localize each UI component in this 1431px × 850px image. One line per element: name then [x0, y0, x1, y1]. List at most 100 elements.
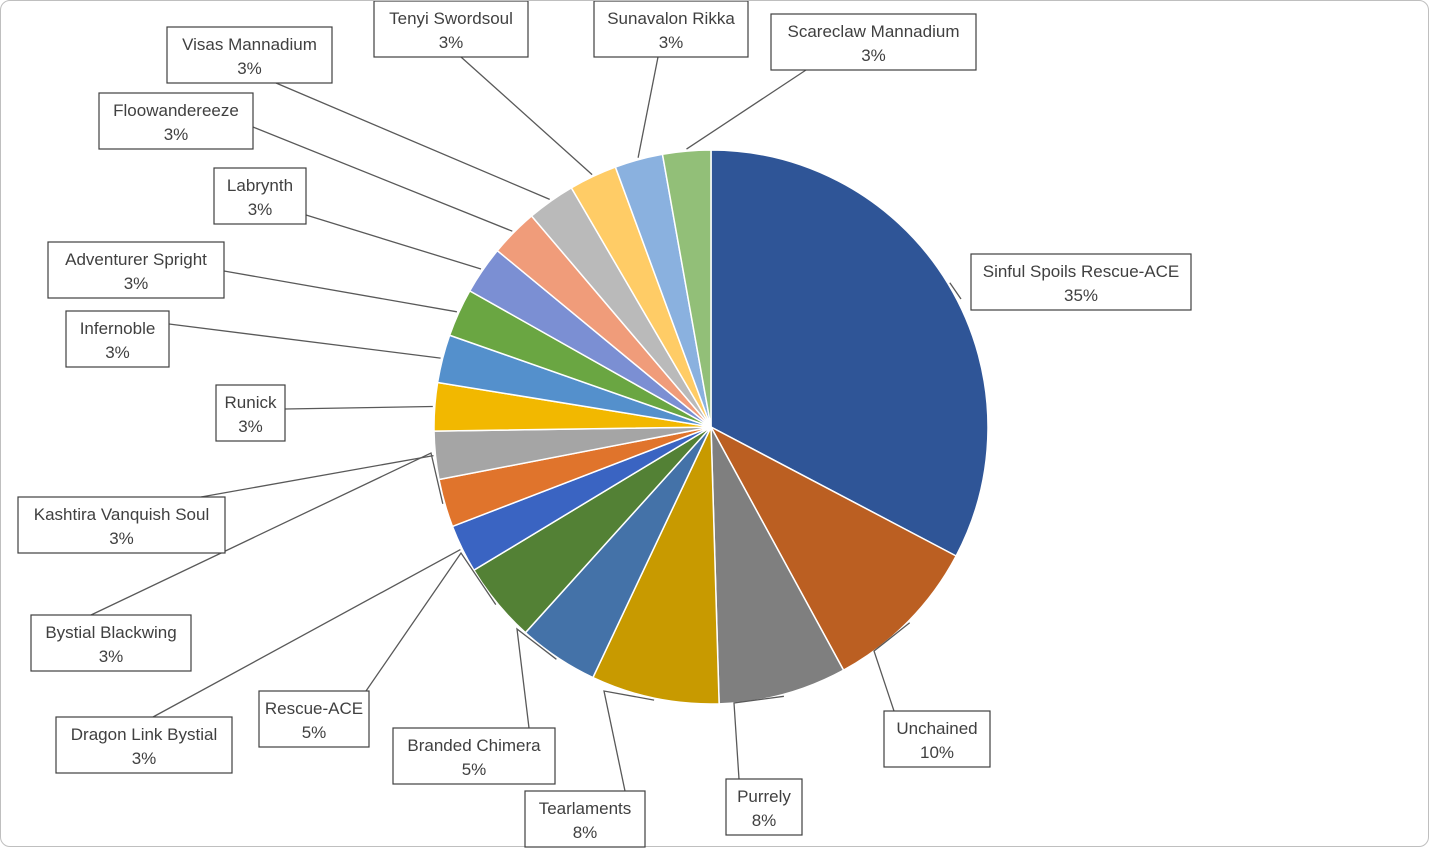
data-label-box [970, 253, 1192, 311]
leader-line [733, 695, 784, 780]
leader-line [200, 454, 434, 498]
data-label-box [883, 710, 991, 768]
data-label: Dragon Link Bystial 3% [55, 716, 233, 774]
leader-line [686, 69, 807, 150]
leader-line [223, 270, 458, 313]
data-label-value: 10% [920, 743, 954, 762]
data-label: Infernoble 3% [65, 310, 170, 368]
leader-line [637, 56, 659, 158]
data-label-name: Unchained [896, 719, 977, 738]
data-label: Purrely 8% [725, 778, 803, 836]
data-label-value: 5% [302, 723, 327, 742]
data-label-name: Scareclaw Mannadium [788, 22, 960, 41]
data-label-name: Labrynth [227, 176, 293, 195]
data-label-box [166, 26, 333, 84]
leader-line [516, 627, 557, 729]
data-label-box [593, 1, 749, 58]
leader-line [168, 323, 441, 359]
data-label-name: Infernoble [80, 319, 156, 338]
data-label-box [215, 384, 286, 442]
data-label: Runick 3% [215, 384, 286, 442]
data-label-value: 3% [124, 274, 149, 293]
data-label-name: Sunavalon Rikka [607, 9, 735, 28]
leader-line [90, 452, 444, 616]
data-label: Bystial Blackwing 3% [30, 614, 192, 672]
leader-line [603, 690, 655, 792]
data-label: Branded Chimera 5% [392, 727, 556, 785]
data-label: Adventurer Spright 3% [47, 241, 225, 299]
data-label-name: Purrely [737, 787, 791, 806]
data-label-name: Tearlaments [539, 799, 632, 818]
leader-line [284, 405, 433, 410]
data-label-value: 3% [164, 125, 189, 144]
data-label-name: Kashtira Vanquish Soul [34, 505, 209, 524]
pie-slice [591, 426, 720, 705]
data-label-value: 3% [109, 529, 134, 548]
data-label-box [55, 716, 233, 774]
data-label-box [258, 690, 370, 748]
data-label-value: 3% [132, 749, 157, 768]
leader-line [873, 622, 911, 712]
data-label-value: 3% [105, 343, 130, 362]
data-label-box [98, 92, 254, 150]
data-label-value: 3% [248, 200, 273, 219]
data-label-box [213, 167, 307, 225]
data-label-box [770, 13, 977, 71]
data-label-value: 8% [752, 811, 777, 830]
data-label-name: Dragon Link Bystial [71, 725, 217, 744]
data-label: Floowandereeze 3% [98, 92, 254, 150]
data-label-name: Runick [225, 393, 277, 412]
pie-slice [710, 149, 989, 558]
data-label: Tearlaments 8% [524, 790, 646, 848]
data-label-value: 8% [573, 823, 598, 842]
data-label-name: Visas Mannadium [182, 35, 317, 54]
data-label-box [725, 778, 803, 836]
leader-line [460, 56, 593, 176]
data-label-box [30, 614, 192, 672]
data-label: Tenyi Swordsoul 3% [373, 1, 529, 58]
data-label-name: Rescue-ACE [265, 699, 363, 718]
pie-slice [710, 426, 845, 705]
data-label: Scareclaw Mannadium 3% [770, 13, 977, 71]
data-label: Visas Mannadium 3% [166, 26, 333, 84]
data-label-value: 3% [439, 33, 464, 52]
leader-lines-layer [90, 56, 962, 792]
leader-line [152, 549, 461, 718]
data-label: Sunavalon Rikka 3% [593, 1, 749, 58]
slices-layer [433, 149, 989, 705]
data-label-name: Sinful Spoils Rescue-ACE [983, 262, 1180, 281]
leader-line [305, 214, 482, 270]
data-label-box [47, 241, 225, 299]
data-label-name: Branded Chimera [407, 736, 541, 755]
data-label: Kashtira Vanquish Soul 3% [17, 496, 226, 554]
data-label-value: 35% [1064, 286, 1098, 305]
data-label-value: 3% [238, 417, 263, 436]
data-label-name: Bystial Blackwing [45, 623, 176, 642]
data-label-value: 3% [237, 59, 262, 78]
pie-slice [661, 149, 712, 428]
data-label-value: 3% [659, 33, 684, 52]
data-label-name: Tenyi Swordsoul [389, 9, 513, 28]
data-label-box [524, 790, 646, 848]
data-label-value: 3% [99, 647, 124, 666]
data-label-name: Adventurer Spright [65, 250, 207, 269]
data-label-box [392, 727, 556, 785]
data-label-value: 3% [861, 46, 886, 65]
pie-slice [709, 425, 958, 672]
data-label-box [17, 496, 226, 554]
leader-line [252, 126, 513, 232]
data-label: Sinful Spoils Rescue-ACE 35% [970, 253, 1192, 311]
leader-line [275, 82, 550, 200]
data-label: Rescue-ACE 5% [258, 690, 370, 748]
data-labels-layer: Sinful Spoils Rescue-ACE 35% Unchained 10% P… [17, 1, 1192, 848]
data-label-box [373, 1, 529, 58]
leader-line [365, 551, 497, 692]
data-label-value: 5% [462, 760, 487, 779]
data-label: Unchained 10% [883, 710, 991, 768]
leader-line [949, 282, 962, 300]
data-label: Labrynth 3% [213, 167, 307, 225]
data-label-name: Floowandereeze [113, 101, 239, 120]
data-label-box [65, 310, 170, 368]
